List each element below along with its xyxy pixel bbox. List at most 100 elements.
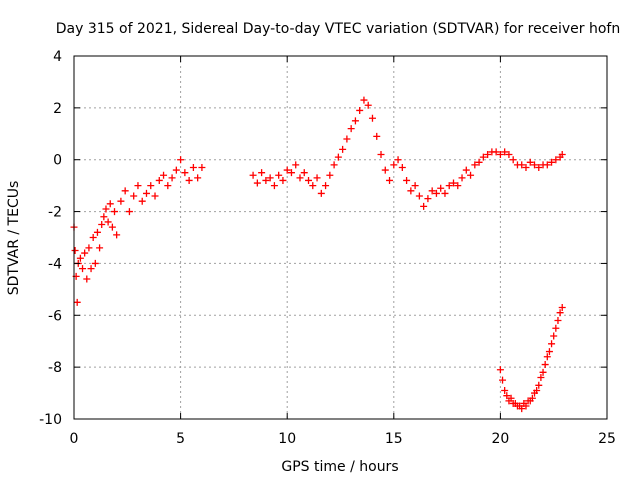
data-point: [496, 151, 504, 159]
plot-frame: [73, 55, 608, 420]
series-segment-3: [496, 304, 566, 413]
data-point: [300, 169, 308, 177]
axis-ticks: 0 5 10 15 20 25 -10 -8 -6 -4 -2 0 2 4: [39, 49, 616, 447]
data-point: [347, 125, 355, 133]
x-tick-label: 25: [598, 431, 616, 447]
data-point: [253, 179, 261, 187]
data-point: [437, 184, 445, 192]
data-point: [403, 176, 411, 184]
data-point: [292, 161, 300, 169]
data-point: [313, 174, 321, 182]
data-point: [113, 231, 121, 239]
data-point: [390, 161, 398, 169]
data-point: [185, 176, 193, 184]
chart-title: Day 315 of 2021, Sidereal Day-to-day VTE…: [56, 21, 620, 37]
data-point: [552, 156, 560, 164]
data-point: [543, 353, 551, 361]
data-point: [507, 394, 515, 402]
data-point: [479, 153, 487, 161]
y-tick-label: -2: [48, 205, 62, 221]
data-point: [91, 259, 99, 267]
data-point: [522, 402, 530, 410]
data-point: [151, 192, 159, 200]
data-point: [322, 182, 330, 190]
data-point: [550, 332, 558, 340]
data-point: [501, 148, 509, 156]
data-point: [492, 148, 500, 156]
data-point: [73, 298, 81, 306]
data-point: [411, 182, 419, 190]
data-point: [496, 366, 504, 374]
data-point: [111, 208, 119, 216]
data-point: [381, 166, 389, 174]
data-point: [449, 179, 457, 187]
data-point: [394, 156, 402, 164]
data-point: [368, 114, 376, 122]
data-point: [398, 163, 406, 171]
data-point: [142, 189, 150, 197]
data-point: [194, 174, 202, 182]
data-point: [558, 304, 566, 312]
data-point: [93, 228, 101, 236]
data-point: [287, 169, 295, 177]
data-point: [81, 249, 89, 257]
data-point: [283, 166, 291, 174]
data-point: [526, 158, 534, 166]
data-point: [96, 244, 104, 252]
data-point: [172, 166, 180, 174]
data-point: [415, 192, 423, 200]
data-point: [535, 381, 543, 389]
data-point: [558, 151, 566, 159]
data-point: [100, 213, 108, 221]
data-point: [543, 161, 551, 169]
data-point: [462, 166, 470, 174]
data-point: [441, 189, 449, 197]
data-point: [522, 163, 530, 171]
x-axis-title: GPS time / hours: [281, 459, 398, 475]
data-point: [548, 158, 556, 166]
data-point: [87, 265, 95, 273]
data-point: [168, 174, 176, 182]
x-tick-label: 0: [70, 431, 79, 447]
data-point: [83, 275, 91, 283]
data-point: [471, 161, 479, 169]
data-point: [351, 117, 359, 125]
grid-lines: [74, 56, 607, 419]
y-tick-label: -10: [39, 412, 62, 428]
y-tick-label: -8: [48, 360, 62, 376]
data-point: [509, 156, 517, 164]
data-point: [554, 316, 562, 324]
data-point: [108, 223, 116, 231]
data-point: [275, 171, 283, 179]
data-point: [377, 151, 385, 159]
data-point: [147, 182, 155, 190]
data-point: [343, 135, 351, 143]
data-point: [85, 244, 93, 252]
data-point: [475, 158, 483, 166]
data-point: [89, 234, 97, 241]
data-point: [467, 171, 475, 179]
data-point: [326, 171, 334, 179]
data-point: [334, 153, 342, 161]
data-point: [499, 376, 507, 384]
series-segment-1: [70, 156, 206, 306]
data-point: [428, 187, 436, 195]
series-segment-2: [249, 96, 566, 210]
x-tick-label: 10: [278, 431, 296, 447]
data-point: [121, 187, 129, 195]
data-point: [518, 161, 526, 169]
data-point: [505, 151, 513, 159]
data-points: [70, 96, 566, 413]
data-point: [364, 101, 372, 109]
data-point: [249, 171, 257, 179]
data-point: [305, 176, 313, 184]
data-point: [102, 205, 110, 213]
x-tick-label: 5: [176, 431, 185, 447]
y-tick-label: -6: [48, 308, 62, 324]
data-point: [454, 182, 462, 190]
data-point: [71, 246, 79, 254]
data-point: [484, 151, 492, 159]
data-point: [386, 176, 394, 184]
data-point: [262, 176, 270, 184]
